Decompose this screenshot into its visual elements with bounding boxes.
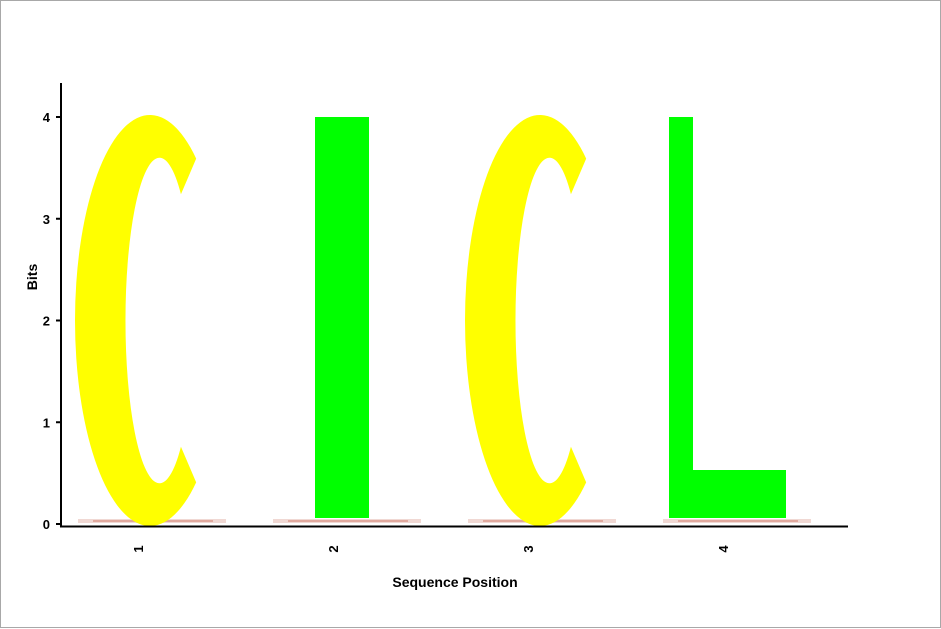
letter-l-stem [669,117,693,518]
letter-glyph-l-pos-4 [663,117,811,523]
x-ticks: 1 2 3 4 [131,545,731,553]
y-axis-title: Bits [24,264,40,291]
x-tick-label: 4 [716,545,731,553]
y-tick-label: 3 [43,212,50,227]
y-tick-label: 2 [43,314,50,329]
letter-l-foot [669,470,786,518]
y-tick-label: 1 [43,415,50,430]
residual-letters [288,520,408,522]
letter-i-shape [315,117,369,518]
letter-glyph-c-pos-1 [75,115,226,527]
letter-c-shape [465,115,587,527]
letter-glyph-i-pos-2 [273,117,421,523]
x-tick-label: 1 [131,545,146,552]
x-tick-label: 2 [326,545,341,552]
y-tick-label: 4 [43,110,51,125]
letter-glyph-c-pos-3 [465,115,616,527]
letter-c-shape [75,115,197,527]
residual-letters [678,520,798,522]
letters-layer [75,115,811,527]
x-tick-label: 3 [521,545,536,552]
x-axis-title: Sequence Position [392,574,517,590]
axes-layer [60,83,848,528]
y-ticks: 0 1 2 3 4 [43,110,61,532]
y-tick-label: 0 [43,517,50,532]
